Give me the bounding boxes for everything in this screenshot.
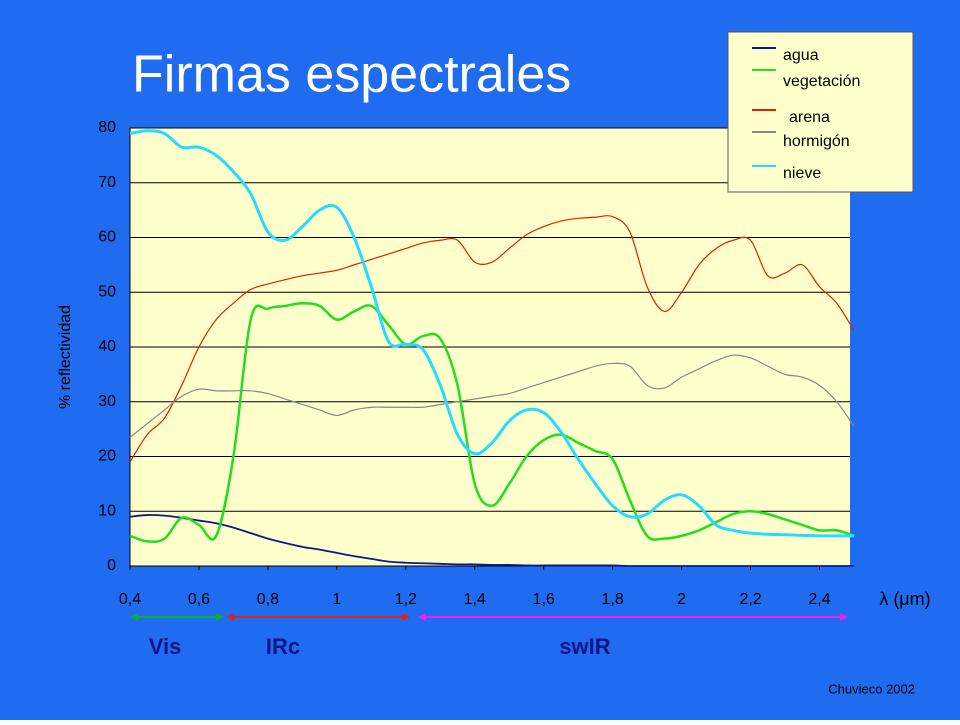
x-tick-label: 0,8 <box>257 591 279 608</box>
arrow-head <box>402 613 410 621</box>
legend-label: vegetación <box>783 73 860 90</box>
arrow-head <box>840 613 848 621</box>
band-label: swIR <box>559 634 610 659</box>
series-line <box>129 354 855 438</box>
y-axis-title: % reflectividad <box>57 305 74 409</box>
series-line <box>129 129 854 538</box>
y-tick-label: 30 <box>98 393 116 410</box>
x-tick-label: 1,6 <box>533 591 555 608</box>
legend: agua vegetación arena hormigón nieve <box>727 31 914 193</box>
legend-label: arena <box>789 109 830 126</box>
x-tick-label: 1,2 <box>395 591 417 608</box>
legend-label: hormigón <box>783 133 850 150</box>
y-tick-label: 80 <box>98 119 116 136</box>
x-tick-label: 1,8 <box>602 591 624 608</box>
band-label: IRc <box>266 634 300 659</box>
x-tick-label: 0,6 <box>188 591 210 608</box>
y-tick-label: 70 <box>98 174 116 191</box>
x-tick-label: 1 <box>332 591 341 608</box>
arrow-head <box>130 613 138 621</box>
band-label: Vis <box>149 634 182 659</box>
y-tick-label: 20 <box>98 448 116 465</box>
credit: Chuvieco 2002 <box>828 681 915 696</box>
series-line <box>129 301 855 543</box>
series-line <box>129 514 854 567</box>
band-arrows <box>130 613 848 621</box>
y-tick-label: 50 <box>98 283 116 300</box>
chart-title: Firmas espectrales <box>132 46 571 104</box>
x-tick-label: 0,4 <box>119 591 141 608</box>
legend-label: nieve <box>783 165 821 182</box>
x-tick-label: 2 <box>677 591 686 608</box>
x-tick-label: 2,2 <box>739 591 761 608</box>
x-tick-label: 1,4 <box>464 591 486 608</box>
arrow-head <box>418 613 426 621</box>
y-tick-label: 0 <box>107 557 116 574</box>
legend-label: agua <box>783 47 819 64</box>
series-line <box>129 215 855 463</box>
arrow-head <box>216 613 224 621</box>
x-axis-title: λ (μm) <box>879 589 930 609</box>
y-tick-label: 10 <box>98 502 116 519</box>
arrow-head <box>226 613 234 621</box>
y-tick-label: 60 <box>98 229 116 246</box>
y-tick-label: 40 <box>98 338 116 355</box>
x-tick-label: 2,4 <box>808 591 830 608</box>
